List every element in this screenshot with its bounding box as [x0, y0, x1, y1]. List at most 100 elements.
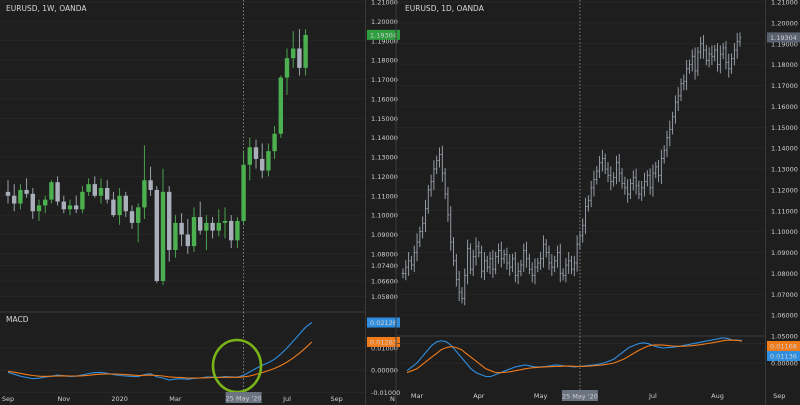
last-price-label: 1.19304	[770, 34, 797, 42]
candle-body	[222, 220, 228, 223]
date-marker-tag	[561, 390, 598, 401]
y-tick-label: 1.15000	[371, 115, 398, 123]
candle-body	[179, 222, 184, 235]
candle-body	[43, 199, 48, 206]
date-marker-tag	[225, 392, 262, 403]
candle-body	[278, 77, 283, 134]
date-marker-label: 25 May '20	[226, 395, 262, 403]
macd-value-tag	[367, 317, 400, 328]
x-tick-label: Sep	[330, 395, 342, 403]
candle-body	[241, 164, 246, 221]
candle-body	[173, 222, 178, 250]
y-tick-label: 1.18000	[771, 61, 798, 69]
y-tick-label: 1.05800	[371, 293, 398, 301]
y-tick-label: 1.09000	[771, 249, 798, 257]
left-macd-title: MACD	[6, 315, 29, 324]
candle-body	[185, 234, 190, 247]
y-tick-label: 1.18000	[371, 57, 398, 65]
macd-value-label: 0.01136	[770, 353, 797, 361]
candle-body	[117, 195, 122, 216]
x-tick-label: Jul	[282, 395, 291, 403]
candle-body	[123, 195, 128, 212]
left-y-axis[interactable]: 1.21000 1.20000 1.19000 1.18000 1.17000 1.160…	[367, 0, 400, 397]
candle-body	[105, 188, 110, 200]
x-tick-label: Nov	[57, 395, 70, 403]
candle-body	[160, 191, 166, 281]
candle-body	[167, 191, 172, 250]
right-price-pane[interactable]	[395, 0, 766, 405]
y-tick-label: 1.12000	[371, 173, 398, 181]
y-tick-label: 1.08000	[371, 250, 398, 258]
y-tick-label: 1.17000	[771, 82, 798, 90]
candle-body	[198, 217, 203, 231]
candle-body	[111, 199, 116, 216]
y-tick-label: 1.16000	[771, 103, 798, 111]
x-tick-label: Mar	[411, 392, 424, 400]
y-tick-label: 1.05000	[771, 333, 798, 341]
candle-body	[272, 133, 277, 152]
macd-value-label: 0.02126	[370, 319, 397, 327]
candle-body	[74, 205, 79, 210]
candle-body	[235, 220, 240, 241]
candle-body	[291, 48, 296, 59]
right-x-axis[interactable]: Mar Apr May Jul Aug Sep 25 May '20	[411, 390, 786, 401]
x-tick-label: Sep	[773, 392, 785, 400]
y-tick-label: 0.00000	[771, 360, 798, 368]
left-price-pane[interactable]	[0, 0, 366, 405]
y-tick-label: 1.08000	[771, 270, 798, 278]
candle-body	[247, 147, 252, 165]
date-marker-label: 25 May '20	[562, 393, 598, 401]
candle-body	[148, 180, 153, 190]
signal-value-tag	[367, 336, 400, 347]
candle-body	[98, 188, 104, 196]
macd-line	[406, 337, 743, 378]
candle-body	[49, 182, 54, 200]
y-tick-label: 1.10000	[371, 212, 398, 220]
y-tick-label: 1.09000	[371, 231, 398, 239]
y-tick-label: 1.11000	[371, 192, 398, 200]
candle-body	[136, 207, 141, 223]
y-tick-label: 1.17000	[371, 76, 398, 84]
candle-body	[266, 151, 271, 171]
candle-body	[18, 189, 23, 204]
right-macd-pane[interactable]	[397, 336, 765, 390]
y-tick-label: 1.19000	[771, 40, 798, 48]
right-y-axis[interactable]: 1.21000 1.20000 1.19000 1.18000 1.17000 1.160…	[767, 0, 800, 368]
y-tick-label: 1.12000	[771, 186, 798, 194]
candle-body	[297, 48, 302, 68]
y-tick-label: 1.14000	[371, 134, 398, 142]
signal-line	[406, 339, 743, 374]
candle-body	[30, 193, 35, 212]
x-tick-label: N	[390, 395, 395, 403]
left-chart-title: EURUSD, 1W, OANDA	[6, 4, 87, 13]
macd-value-label: 0.01168	[770, 343, 797, 351]
candle-body	[67, 205, 73, 210]
y-tick-label: 1.13000	[371, 154, 398, 162]
candle-body	[142, 180, 147, 208]
x-tick-label: 2020	[111, 395, 128, 403]
y-tick-label: 1.20000	[371, 18, 398, 26]
x-tick-label: Mar	[169, 395, 182, 403]
y-tick-label: 1.11000	[771, 207, 798, 215]
candle-body	[260, 158, 265, 171]
y-tick-label: 1.07400	[371, 262, 398, 270]
y-tick-label: 1.15000	[771, 124, 798, 132]
left-x-axis[interactable]: Sep Nov 2020 Mar Jul Sep N 25 May '20	[2, 392, 395, 403]
candle-body	[210, 222, 215, 231]
y-tick-label: 1.16000	[371, 95, 398, 103]
candle-body	[284, 58, 290, 78]
y-tick-label: 0.00000	[371, 367, 398, 375]
macd-value-tag	[767, 341, 800, 351]
y-tick-label: 1.06600	[371, 278, 398, 286]
y-tick-label: -0.01000	[371, 389, 400, 397]
last-price-tag	[367, 29, 400, 40]
y-tick-label: 1.21000	[371, 0, 398, 7]
candle-body	[229, 220, 234, 241]
candle-body	[154, 189, 159, 281]
candle-body	[129, 211, 135, 223]
candle-body	[24, 189, 29, 194]
last-price-tag	[767, 32, 800, 43]
x-tick-label: Aug	[711, 392, 724, 400]
